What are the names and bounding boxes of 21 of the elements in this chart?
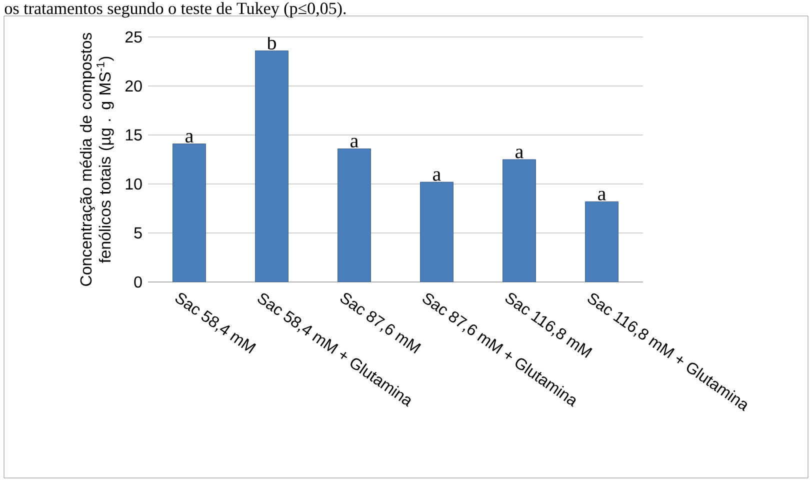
- x-tick-label: Sac 58,4 mM: [175, 292, 256, 354]
- y-tick-label: 25: [125, 31, 142, 43]
- annotation: a: [433, 171, 441, 181]
- y-tick-label: 5: [134, 227, 142, 239]
- y-tick-label: 0: [134, 276, 142, 288]
- bar: [502, 159, 536, 282]
- x-tick-label: Sac 87,6 mM: [340, 292, 422, 354]
- y-tick-label: 20: [125, 80, 142, 92]
- bar: [420, 182, 454, 282]
- annotation: a: [186, 133, 194, 143]
- text: os tratamentos segundo o teste de Tukey (p≤0,05).: [4, 2, 346, 18]
- bar: [338, 148, 371, 282]
- bar: [172, 144, 206, 282]
- y-tick-label: 15: [126, 129, 142, 141]
- annotation: a: [598, 190, 606, 200]
- annotation: a: [350, 138, 358, 148]
- bar: [585, 201, 618, 282]
- y-tick-label: 10: [126, 178, 142, 190]
- y-axis-title: Concentração média de compostos fenólicos totais (µg . g MS$^{-1}$): [80, 32, 114, 286]
- annotation: a: [516, 148, 524, 158]
- bar: [255, 50, 288, 282]
